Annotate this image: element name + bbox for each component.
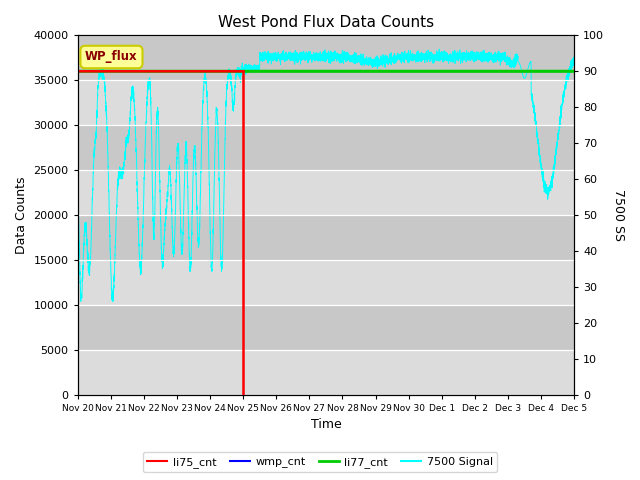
Bar xyxy=(77,170,574,215)
Y-axis label: 7500 SS: 7500 SS xyxy=(612,189,625,241)
X-axis label: Time: Time xyxy=(310,419,341,432)
Title: West Pond Flux Data Counts: West Pond Flux Data Counts xyxy=(218,15,434,30)
Bar xyxy=(77,305,574,350)
Legend: li75_cnt, wmp_cnt, li77_cnt, 7500 Signal: li75_cnt, wmp_cnt, li77_cnt, 7500 Signal xyxy=(143,452,497,472)
Text: WP_flux: WP_flux xyxy=(85,50,138,63)
Bar xyxy=(77,260,574,305)
Bar xyxy=(77,350,574,395)
Bar xyxy=(77,215,574,260)
Bar xyxy=(77,80,574,125)
Bar xyxy=(77,36,574,80)
Bar xyxy=(77,125,574,170)
Y-axis label: Data Counts: Data Counts xyxy=(15,176,28,254)
